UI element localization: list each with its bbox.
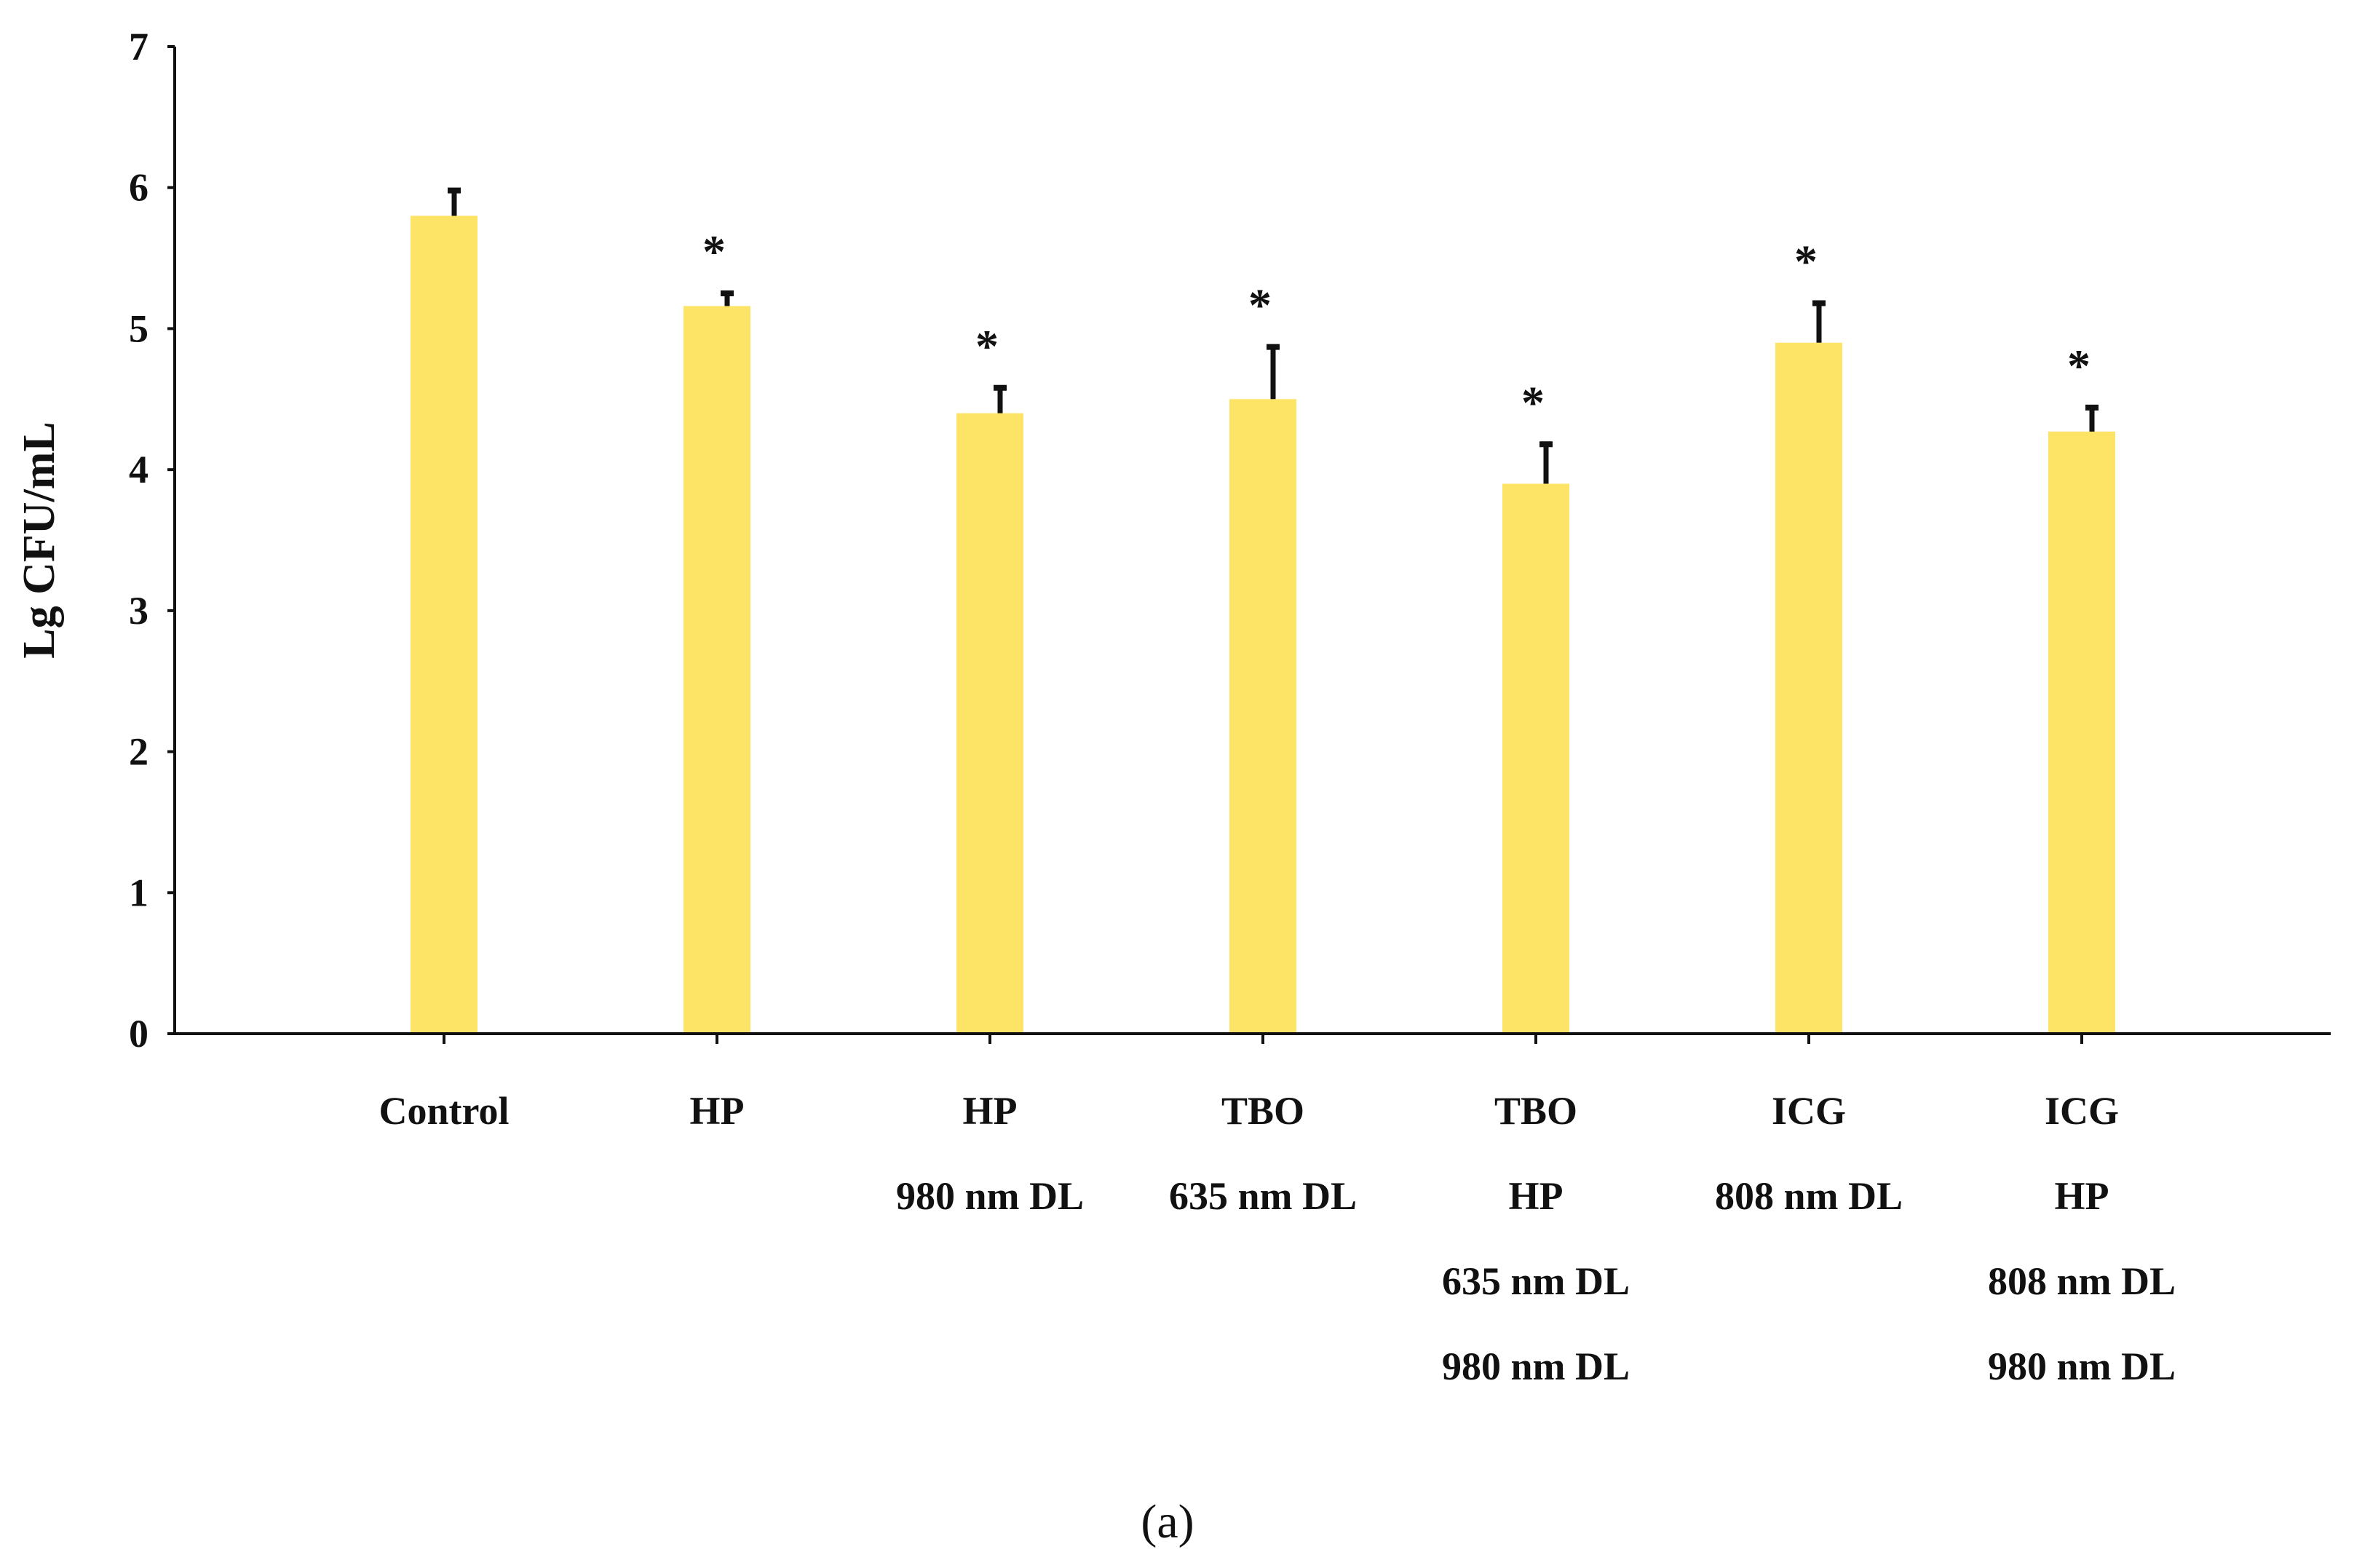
- y-ticks-layer: 0 1 2 3 4 5 6 7: [129, 25, 175, 1056]
- y-tick-label: 6: [129, 166, 148, 210]
- x-tick-label: 808 nm DL: [1988, 1259, 2176, 1303]
- x-tick-label: ICG: [2045, 1089, 2119, 1133]
- x-tick-label: 980 nm DL: [1442, 1345, 1630, 1388]
- significance-star: *: [1248, 280, 1272, 331]
- x-tick-label: 635 nm DL: [1442, 1259, 1630, 1303]
- y-tick-label: 1: [129, 871, 148, 914]
- x-tick-label: HP: [2055, 1174, 2109, 1218]
- x-tick-label: 635 nm DL: [1169, 1174, 1357, 1218]
- x-tick-label: 808 nm DL: [1715, 1174, 1903, 1218]
- significance-star: *: [1521, 376, 1545, 428]
- axes-layer: [173, 47, 2331, 1035]
- significance-star: *: [975, 320, 999, 372]
- bar: [1502, 483, 1569, 1034]
- y-tick-label: 4: [129, 448, 148, 491]
- y-tick-label: 7: [129, 25, 148, 68]
- x-tick-label: Control: [379, 1089, 509, 1133]
- bar: [1229, 399, 1296, 1034]
- y-tick-label: 3: [129, 589, 148, 633]
- x-tick-label: TBO: [1494, 1089, 1577, 1133]
- x-tick-label: 980 nm DL: [896, 1174, 1084, 1218]
- figure-caption: (a): [1141, 1495, 1194, 1548]
- bar: [956, 413, 1023, 1034]
- significance-markers-layer: * * * * * *: [702, 226, 2091, 428]
- y-axis-title: Lg CFU/mL: [15, 421, 64, 659]
- x-tick-label: HP: [963, 1089, 1018, 1133]
- x-tick-label: HP: [1509, 1174, 1564, 1218]
- y-tick-label: 5: [129, 306, 148, 350]
- bar: [411, 215, 477, 1034]
- bar: [1775, 342, 1842, 1034]
- x-tick-label: TBO: [1221, 1089, 1304, 1133]
- x-tick-labels-layer: Control HP HP 980 nm DL TBO 635 nm DL TBO HP 635…: [379, 1034, 2176, 1388]
- x-tick-label: 980 nm DL: [1988, 1345, 2176, 1388]
- y-tick-label: 2: [129, 730, 148, 774]
- significance-star: *: [1794, 236, 1818, 288]
- x-tick-label: ICG: [1772, 1089, 1846, 1133]
- significance-star: *: [2067, 340, 2091, 392]
- x-tick-label: HP: [690, 1089, 745, 1133]
- error-bars-layer: [448, 187, 2099, 484]
- bars-layer: [411, 215, 2115, 1034]
- bar: [2048, 431, 2115, 1034]
- bar: [683, 306, 750, 1034]
- significance-star: *: [702, 226, 726, 277]
- y-tick-label: 0: [129, 1012, 148, 1056]
